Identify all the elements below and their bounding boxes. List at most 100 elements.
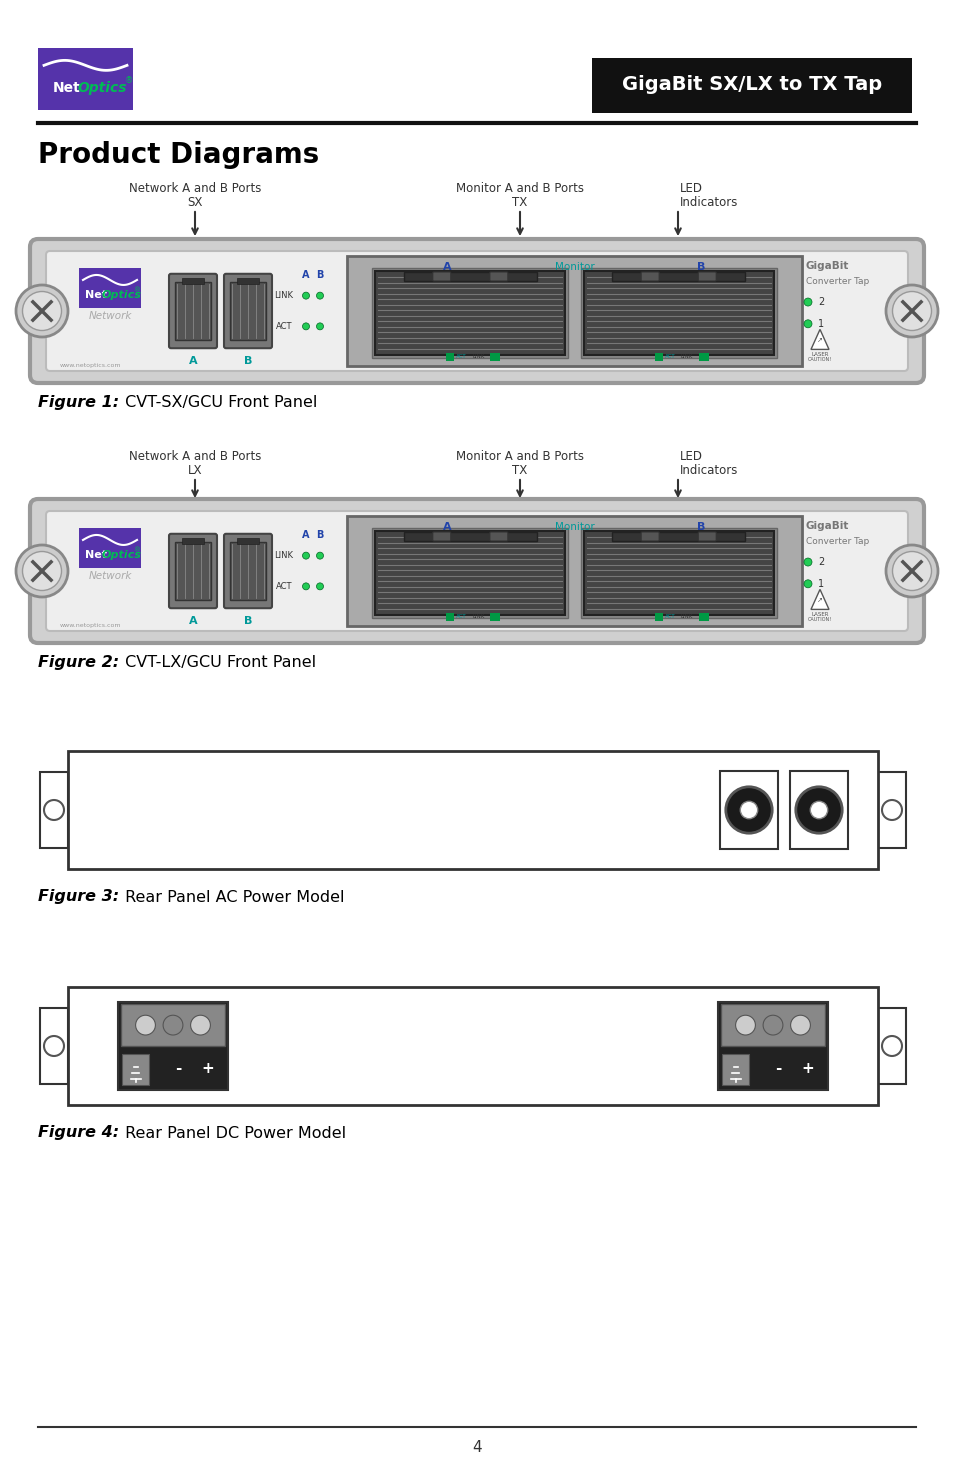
Bar	[118, 1002, 228, 1090]
Bar	[698, 614, 708, 621]
Bar	[40, 1007, 68, 1084]
Text: Converter Tap: Converter Tap	[805, 277, 868, 286]
FancyBboxPatch shape	[174, 541, 211, 600]
Text: Converter Tap: Converter Tap	[805, 537, 868, 546]
Bar	[182, 538, 204, 544]
Text: ACT: ACT	[456, 354, 466, 360]
Bar	[583, 271, 773, 355]
Circle shape	[191, 1015, 211, 1035]
Text: 2: 2	[817, 558, 823, 566]
Polygon shape	[810, 590, 828, 609]
Bar	[877, 1007, 905, 1084]
Circle shape	[882, 1035, 901, 1056]
Bar	[490, 353, 499, 361]
Circle shape	[16, 544, 68, 597]
Text: 1: 1	[817, 578, 823, 589]
Text: LASER: LASER	[810, 353, 828, 357]
Text: B: B	[244, 617, 252, 625]
Bar	[654, 353, 662, 361]
Text: SX: SX	[187, 196, 202, 209]
Text: LINK: LINK	[274, 291, 294, 299]
Text: Network: Network	[89, 311, 132, 322]
Bar	[182, 277, 204, 283]
Bar	[720, 771, 778, 850]
Text: Rear Panel DC Power Model: Rear Panel DC Power Model	[120, 1125, 346, 1140]
Bar	[79, 268, 141, 308]
Bar	[38, 49, 132, 111]
FancyBboxPatch shape	[30, 239, 923, 384]
Text: GigaBit SX/LX to TX Tap: GigaBit SX/LX to TX Tap	[621, 75, 882, 94]
Text: ACT: ACT	[664, 354, 675, 360]
Bar	[654, 614, 662, 621]
Circle shape	[316, 552, 323, 559]
Bar	[122, 1055, 150, 1084]
Bar	[375, 271, 565, 355]
Text: Optics: Optics	[78, 81, 127, 96]
Text: 1: 1	[817, 319, 823, 329]
Text: +: +	[801, 1062, 814, 1077]
FancyBboxPatch shape	[30, 499, 923, 643]
Circle shape	[803, 320, 811, 327]
Circle shape	[803, 580, 811, 589]
FancyBboxPatch shape	[640, 532, 659, 541]
Bar	[612, 532, 744, 541]
FancyBboxPatch shape	[46, 251, 907, 372]
Circle shape	[885, 285, 937, 336]
Text: +: +	[202, 1062, 214, 1077]
Bar	[40, 771, 68, 848]
FancyBboxPatch shape	[489, 532, 507, 541]
Text: CAUTION!: CAUTION!	[807, 617, 831, 622]
Bar	[446, 614, 454, 621]
Circle shape	[892, 292, 930, 330]
Text: B: B	[697, 263, 705, 271]
Circle shape	[316, 292, 323, 299]
Text: Net: Net	[85, 550, 108, 560]
Circle shape	[23, 292, 61, 330]
FancyBboxPatch shape	[489, 271, 507, 282]
Circle shape	[16, 285, 68, 336]
Text: Monitor: Monitor	[554, 522, 594, 532]
Text: GigaBit: GigaBit	[805, 521, 848, 531]
Bar	[403, 532, 537, 541]
Circle shape	[892, 552, 930, 590]
Bar	[68, 987, 877, 1105]
Text: ACT: ACT	[275, 581, 292, 591]
Bar	[698, 353, 708, 361]
FancyBboxPatch shape	[580, 268, 776, 358]
Text: GigaBit: GigaBit	[805, 261, 848, 271]
Text: Optics: Optics	[101, 550, 141, 560]
Circle shape	[163, 1015, 183, 1035]
FancyBboxPatch shape	[230, 541, 266, 600]
Circle shape	[735, 1015, 755, 1035]
FancyBboxPatch shape	[46, 510, 907, 631]
Bar	[79, 528, 141, 568]
Text: Figure 2:: Figure 2:	[38, 655, 119, 671]
FancyBboxPatch shape	[698, 271, 716, 282]
Circle shape	[803, 558, 811, 566]
Text: Optics: Optics	[101, 291, 141, 299]
Text: ↗: ↗	[816, 597, 822, 603]
Text: Network A and B Ports: Network A and B Ports	[129, 450, 261, 463]
Text: A: A	[302, 530, 310, 540]
Text: LINK: LINK	[680, 354, 692, 360]
Circle shape	[302, 323, 309, 330]
Text: Indicators: Indicators	[679, 196, 738, 209]
Circle shape	[302, 292, 309, 299]
Text: A: A	[189, 355, 197, 366]
Bar	[718, 1002, 827, 1090]
FancyBboxPatch shape	[347, 257, 801, 366]
Text: www.netoptics.com: www.netoptics.com	[60, 622, 121, 627]
Bar	[612, 271, 744, 282]
FancyBboxPatch shape	[347, 516, 801, 625]
Text: Monitor A and B Ports: Monitor A and B Ports	[456, 450, 583, 463]
Text: Indicators: Indicators	[679, 465, 738, 478]
Text: B: B	[316, 270, 323, 280]
Text: LED: LED	[679, 183, 702, 196]
Text: ↗: ↗	[816, 338, 822, 344]
Text: Figure 1:: Figure 1:	[38, 395, 119, 410]
Text: LED: LED	[679, 450, 702, 463]
Text: TX: TX	[512, 196, 527, 209]
Text: LINK: LINK	[274, 552, 294, 560]
Circle shape	[725, 786, 771, 833]
FancyBboxPatch shape	[372, 268, 568, 358]
